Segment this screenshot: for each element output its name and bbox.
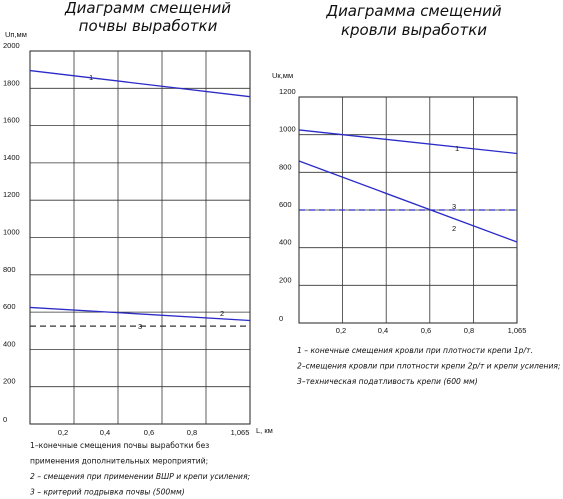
y-tick-label: 600	[3, 302, 16, 311]
y-tick-label: 600	[279, 200, 292, 209]
x-tick-label: 0,8	[187, 428, 197, 437]
series-line-1	[298, 129, 518, 155]
y-tick-label: 0	[3, 415, 7, 424]
chart-title-line: Диаграмм смещений	[64, 0, 231, 17]
y-tick-label: 1000	[279, 125, 296, 134]
series-label: 2	[220, 309, 224, 318]
y-tick-label: 400	[279, 238, 292, 247]
legend-item: 1–конечные смещения почвы выработки без п…	[30, 441, 209, 466]
y-tick-label: 1800	[3, 78, 20, 87]
series-label: 1	[89, 73, 93, 82]
series-line-2	[298, 160, 518, 243]
y-tick-label: 200	[3, 377, 16, 386]
x-tick-label: 0,2	[336, 326, 346, 335]
x-tick-label: 0,8	[464, 326, 474, 335]
x-tick-label: 1,065	[231, 428, 250, 437]
series-line-2	[29, 306, 251, 322]
x-tick-label: 0,2	[58, 428, 68, 437]
x-axis-label: L, км	[256, 426, 273, 435]
x-tick-label: 0,4	[378, 326, 388, 335]
y-tick-label: 1200	[3, 190, 20, 199]
y-axis-label: Uп,мм	[5, 30, 27, 39]
y-tick-label: 0	[279, 314, 283, 323]
x-tick-label: 0,4	[100, 428, 110, 437]
x-tick-label: 0,6	[421, 326, 431, 335]
legend-item: 3–техническая податливость крепи (600 мм…	[297, 377, 478, 386]
series-label: 3	[452, 202, 456, 211]
y-tick-label: 800	[3, 265, 16, 274]
y-tick-label: 1400	[3, 153, 20, 162]
y-tick-label: 1200	[279, 87, 296, 96]
legend-item: 1 – конечные смещения кровли при плотнос…	[297, 346, 533, 355]
y-axis-label: Uк,мм	[272, 71, 293, 80]
chart-title-line: кровли выработки	[341, 21, 487, 39]
y-tick-label: 200	[279, 275, 292, 284]
legend-item: 2–смещения кровли при плотности крепи 2р…	[297, 362, 561, 371]
chart-title-line: Диаграмма смещений	[325, 2, 502, 20]
y-tick-label: 1000	[3, 228, 20, 237]
y-tick-label: 400	[3, 339, 16, 348]
legend-item: 2 – смещения при применении ВШР и крепи …	[30, 472, 251, 481]
x-tick-label: 1,065	[508, 326, 527, 335]
series-label: 3	[138, 322, 142, 331]
y-tick-label: 2000	[3, 41, 20, 50]
legend-item: 3 – критерий подрывка почвы (500мм)	[30, 488, 185, 497]
x-tick-label: 0,6	[144, 428, 154, 437]
series-label: 2	[452, 224, 456, 233]
chart-title-line: почвы выработки	[79, 17, 218, 35]
series-line-1	[29, 69, 251, 98]
series-label: 1	[455, 144, 459, 153]
y-tick-label: 1600	[3, 116, 20, 125]
y-tick-label: 800	[279, 162, 292, 171]
